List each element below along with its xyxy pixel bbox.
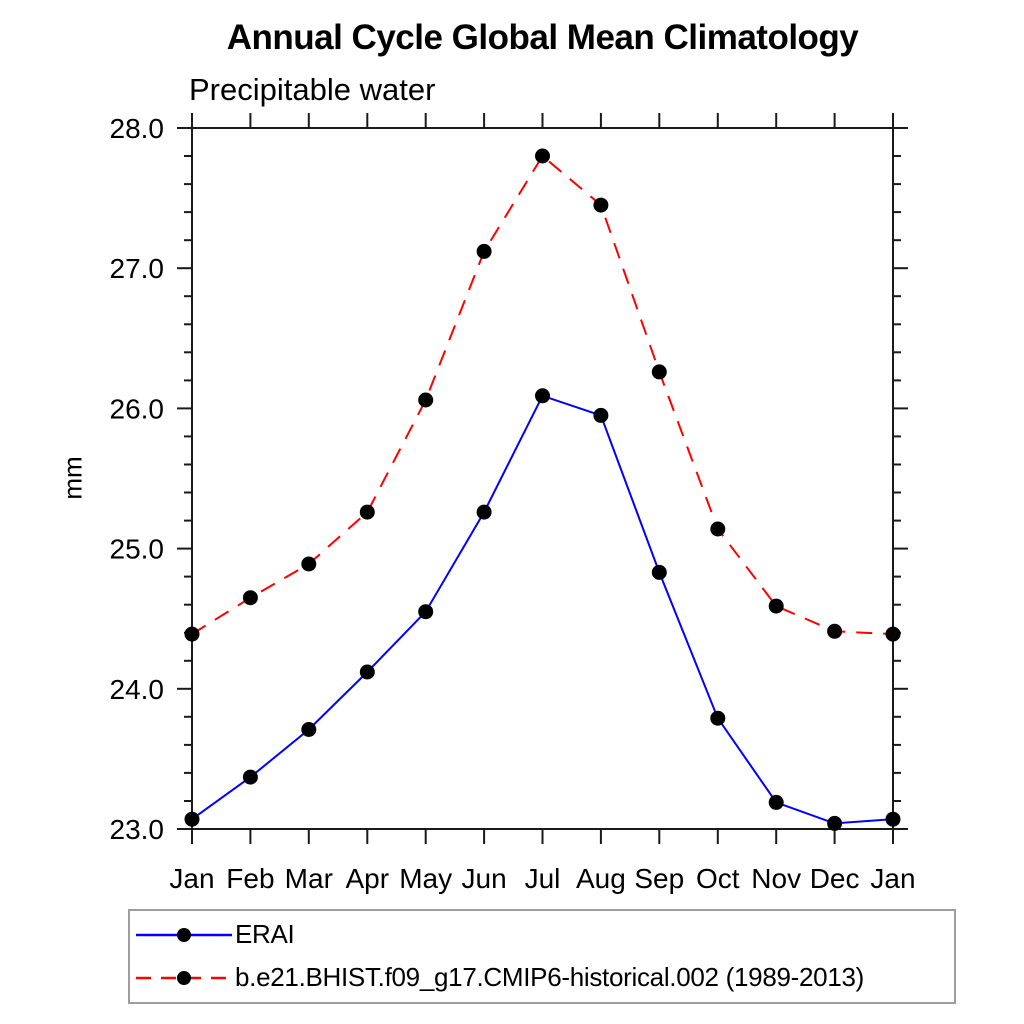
x-tick-label: Jan <box>870 863 915 894</box>
legend-item: ERAI <box>134 913 950 956</box>
data-point-marker <box>301 722 317 737</box>
x-tick-label: May <box>399 863 452 894</box>
data-point-marker <box>184 811 200 827</box>
data-point-marker <box>242 769 258 785</box>
data-point-marker <box>651 364 667 380</box>
y-tick-label: 26.0 <box>110 393 165 424</box>
chart-title: Annual Cycle Global Mean Climatology <box>226 18 859 57</box>
data-point-marker <box>651 564 667 580</box>
data-point-marker <box>827 815 843 831</box>
data-point-marker <box>359 664 375 680</box>
data-point-marker <box>535 388 550 404</box>
series-line <box>191 394 894 825</box>
data-point-marker <box>418 604 434 620</box>
legend-label: b.e21.BHIST.f09_g17.CMIP6-historical.002… <box>235 962 864 992</box>
legend: ERAI b.e21.BHIST.f09_g17.CMIP6-historica… <box>128 909 956 1004</box>
data-point-marker <box>301 556 317 572</box>
data-point-marker <box>885 811 901 827</box>
y-tick-label: 27.0 <box>110 253 165 284</box>
data-point-marker <box>710 521 726 537</box>
data-point-marker <box>359 504 375 520</box>
data-point-marker <box>593 407 609 423</box>
data-point-marker <box>827 623 843 639</box>
data-point-marker <box>476 243 492 259</box>
x-tick-label: Jun <box>462 863 507 894</box>
data-point-marker <box>710 710 726 726</box>
legend-label: ERAI <box>235 919 295 949</box>
legend-line-sample <box>136 970 232 985</box>
data-point-marker <box>593 197 609 213</box>
axis-tick-labels: 23.0 24.0 25.0 26.0 27.0 28.0 Jan Feb Mar Apr May J… <box>110 113 916 894</box>
x-tick-label: Sep <box>634 863 684 894</box>
legend-item: b.e21.BHIST.f09_g17.CMIP6-historical.002… <box>134 956 950 999</box>
y-tick-label: 28.0 <box>110 113 165 144</box>
x-tick-label: Aug <box>576 863 626 894</box>
data-point-marker <box>885 626 901 642</box>
data-point-marker <box>476 504 492 520</box>
x-tick-label: Apr <box>346 863 390 894</box>
legend-line-sample <box>136 927 232 942</box>
x-tick-label: Feb <box>226 863 274 894</box>
x-tick-label: Nov <box>751 863 801 894</box>
data-point-marker <box>768 794 784 810</box>
y-tick-label: 24.0 <box>110 674 165 705</box>
x-tick-label: Oct <box>696 863 740 894</box>
x-tick-label: Dec <box>810 863 860 894</box>
axes <box>177 113 908 844</box>
chart-subtitle: Precipitable water <box>189 72 436 107</box>
y-tick-label: 23.0 <box>110 814 165 845</box>
data-point-marker <box>242 590 258 606</box>
x-tick-label: Mar <box>285 863 333 894</box>
x-tick-label: Jan <box>169 863 214 894</box>
data-point-marker <box>418 392 434 408</box>
data-point-marker <box>184 626 200 642</box>
y-tick-label: 25.0 <box>110 534 165 565</box>
data-point-marker <box>535 148 550 164</box>
x-tick-label: Jul <box>525 863 561 894</box>
data-point-marker <box>768 598 784 614</box>
